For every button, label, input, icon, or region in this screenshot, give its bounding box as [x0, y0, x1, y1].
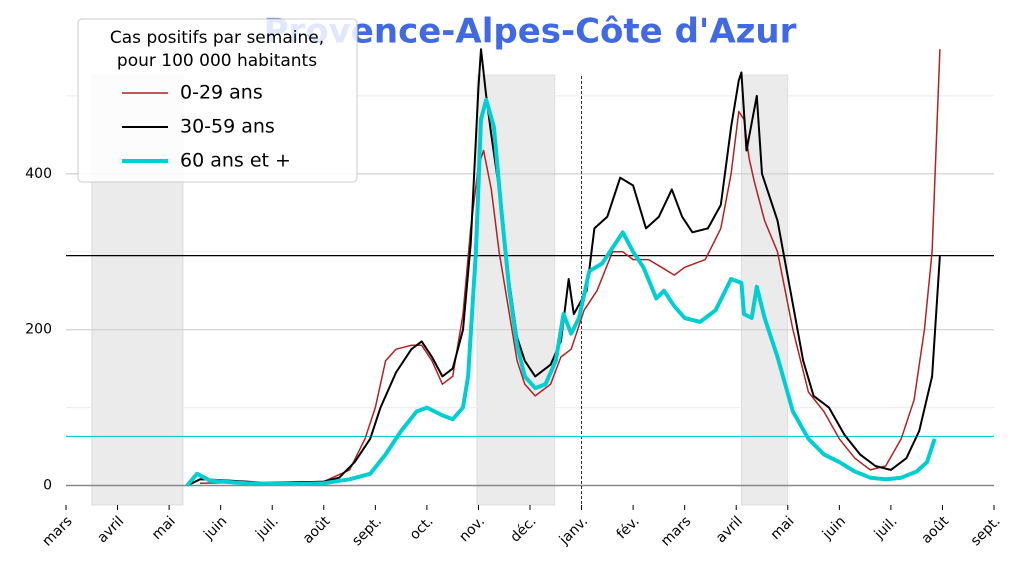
legend-label: 30-59 ans	[180, 116, 275, 138]
shaded-period	[476, 74, 556, 506]
legend-box	[77, 18, 358, 183]
legend-label: 0-29 ans	[180, 82, 263, 104]
x-tick-label: sept.	[349, 513, 385, 549]
y-tick-label: 0	[43, 478, 52, 494]
legend-title: pour 100 000 habitants	[117, 51, 317, 71]
x-tick-label: fév.	[614, 513, 643, 542]
x-tick-label: mai	[768, 513, 798, 543]
legend: Cas positifs par semaine, pour 100 000 ha…	[77, 18, 358, 183]
x-tick-label: juil.	[871, 513, 901, 543]
x-tick-label: oct.	[407, 513, 437, 543]
x-tick-label: mai	[149, 513, 179, 543]
legend-label: 60 ans et +	[180, 150, 291, 172]
x-tick-label: juin	[819, 513, 849, 543]
x-tick-label: sept.	[968, 513, 1004, 549]
x-tick-label: août	[919, 513, 953, 547]
x-tick-label: janv.	[556, 513, 591, 548]
shaded-period	[740, 74, 789, 506]
x-tick-label: avril	[713, 513, 746, 546]
x-tick-label: mars	[658, 513, 694, 549]
legend-title: Cas positifs par semaine,	[110, 28, 324, 48]
x-tick-label: nov.	[456, 513, 488, 545]
x-tick-label: avril	[94, 513, 127, 546]
x-tick-label: mars	[39, 513, 75, 549]
x-tick-label: juin	[200, 513, 230, 543]
x-tick-label: juil.	[252, 513, 282, 543]
series-line	[199, 49, 941, 484]
y-tick-label: 400	[25, 166, 52, 182]
x-tick-label: août	[300, 513, 334, 547]
series-line	[185, 97, 937, 487]
x-tick-label: déc.	[507, 513, 539, 545]
y-tick-label: 200	[25, 322, 52, 338]
